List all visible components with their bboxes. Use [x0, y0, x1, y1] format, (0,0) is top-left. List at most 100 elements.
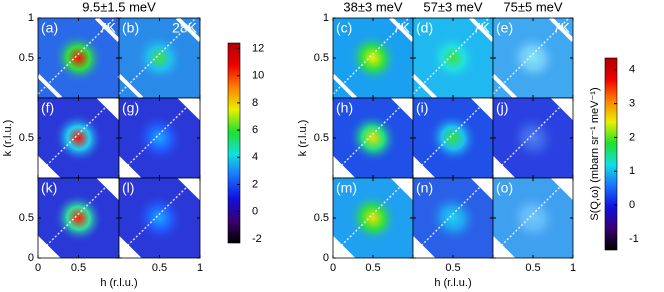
colorbar-tick-label: 4	[629, 64, 635, 76]
heatmap-intensity	[508, 113, 558, 163]
panel-label: (h)	[336, 100, 353, 116]
mask-edge	[469, 16, 495, 42]
mask	[493, 155, 516, 178]
heatmap-intensity	[53, 193, 104, 243]
column-title: 75±5 meV	[503, 0, 562, 14]
mask	[96, 98, 119, 121]
y-tick-label: 0	[323, 252, 329, 264]
x-tick-label: 0	[330, 262, 336, 274]
y-tick-label: 0	[28, 252, 34, 264]
heatmap-intensity	[348, 193, 398, 243]
panel-group: (a) 7K (b) 28K (f) (g) (k) (l)	[36, 16, 202, 259]
mask	[390, 98, 413, 121]
heatmap-intensity	[428, 193, 478, 243]
colorbar-tick-label: 2	[629, 131, 635, 143]
colorbar-tick-label: 0	[629, 199, 635, 211]
heatmap-intensity	[508, 33, 558, 83]
panel-label: (i)	[416, 100, 428, 116]
column-title: 38±3 meV	[343, 0, 402, 14]
panel-label: (e)	[496, 20, 513, 36]
x-tick-label: 0.5	[152, 262, 167, 274]
heatmap-intensity	[428, 113, 478, 163]
colorbar-tick-label: 1	[629, 165, 635, 177]
colorbar-tick-label: 2	[252, 178, 258, 190]
mask	[38, 235, 61, 258]
mask	[177, 178, 200, 201]
mask	[119, 155, 142, 178]
mask-edge	[332, 17, 410, 95]
mask-edge	[389, 16, 415, 42]
panel-label: (j)	[496, 100, 508, 116]
y-axis-label: k (r.l.u.)	[297, 120, 309, 157]
heatmap-intensity	[53, 33, 104, 83]
column-title: 9.5±1.5 meV	[82, 0, 156, 14]
panel-label: (b)	[122, 20, 139, 36]
mask-edge	[412, 97, 490, 175]
mask	[413, 235, 436, 258]
mask	[470, 98, 493, 121]
temperature-label: 7K	[553, 20, 571, 36]
mask	[38, 155, 61, 178]
mask-edge	[412, 177, 490, 255]
heatmap-intensity	[134, 33, 185, 83]
y-tick-label: 0.5	[314, 132, 329, 144]
heatmap-intensity	[508, 193, 558, 243]
mask	[493, 235, 516, 258]
colorbar-tick-label: 0	[252, 206, 258, 218]
panel-label: (o)	[496, 180, 513, 196]
y-tick-label: 0.5	[314, 52, 329, 64]
mask-edge	[492, 97, 570, 175]
colorbar	[604, 57, 618, 251]
heatmap-intensity	[53, 113, 104, 163]
x-tick-label: 0.5	[71, 262, 86, 274]
temperature-label: 28K	[172, 20, 198, 36]
x-tick-label: 0.5	[525, 262, 540, 274]
mask	[333, 235, 356, 258]
temperature-label: 7K	[393, 20, 411, 36]
heatmap-intensity	[428, 33, 478, 83]
colorbar-label: S(Q,ω) (mbarn sr⁻¹ meV⁻¹)	[589, 87, 601, 220]
mask-edge	[36, 74, 63, 100]
panel-label: (l)	[122, 180, 134, 196]
x-axis-label: h (r.l.u.)	[434, 277, 471, 289]
panel-label: (c)	[336, 20, 352, 36]
mask-edge	[492, 177, 570, 255]
panel-label: (k)	[41, 180, 57, 196]
panel-label: (a)	[41, 20, 58, 36]
y-tick-label: 0.5	[19, 52, 34, 64]
panel-label: (g)	[122, 100, 139, 116]
mask-edge	[491, 74, 517, 100]
mask-edge	[175, 16, 202, 42]
mask	[550, 98, 573, 121]
x-tick-label: 0.5	[445, 262, 460, 274]
mask-edge	[94, 16, 121, 42]
panel-group: (c) 7K (d) 7K (e) 7K (h) (i) (j) (m) (n) (o)	[331, 16, 575, 259]
colorbar-tick-label: 8	[252, 97, 258, 109]
y-tick-label: 0.5	[19, 212, 34, 224]
mask	[96, 178, 119, 201]
heatmap-intensity	[134, 193, 185, 243]
colorbar-tick-label: 6	[252, 124, 258, 136]
mask-edge	[331, 74, 357, 100]
colorbar-tick-label: 3	[629, 98, 635, 110]
mask	[119, 235, 142, 258]
x-tick-label: 1	[197, 262, 203, 274]
mask-edge	[411, 74, 437, 100]
panel-label: (m)	[336, 180, 357, 196]
column-title: 57±3 meV	[423, 0, 482, 14]
mask	[413, 155, 436, 178]
y-axis-label: k (r.l.u.)	[2, 120, 14, 157]
y-tick-label: 0.5	[19, 132, 34, 144]
colorbar-tick-label: 4	[252, 151, 258, 163]
mask-edge	[332, 177, 410, 255]
panel-label: (f)	[41, 100, 54, 116]
y-tick-label: 1	[323, 12, 329, 24]
temperature-label: 7K	[473, 20, 491, 36]
colorbar-tick-label: 12	[252, 42, 264, 54]
colorbar	[227, 42, 241, 244]
x-tick-label: 1	[570, 262, 576, 274]
mask	[333, 155, 356, 178]
y-tick-label: 1	[28, 12, 34, 24]
heatmap-intensity	[348, 113, 398, 163]
